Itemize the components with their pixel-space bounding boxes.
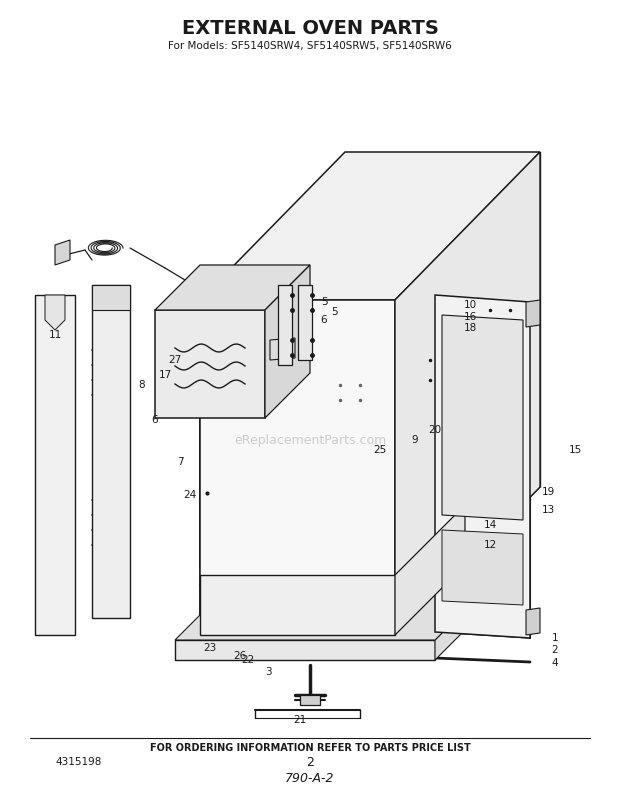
Text: For Models: SF5140SRW4, SF5140SRW5, SF5140SRW6: For Models: SF5140SRW4, SF5140SRW5, SF51… (168, 41, 452, 51)
Text: 790-A-2: 790-A-2 (285, 771, 335, 785)
Text: 1: 1 (552, 633, 559, 643)
Text: 8: 8 (139, 380, 145, 390)
Text: eReplacementParts.com: eReplacementParts.com (234, 433, 386, 447)
Polygon shape (526, 608, 540, 635)
Text: 9: 9 (412, 435, 418, 445)
Polygon shape (278, 285, 292, 365)
Text: 3: 3 (265, 667, 272, 677)
Polygon shape (360, 167, 525, 477)
Text: 6: 6 (152, 415, 158, 425)
Text: EXTERNAL OVEN PARTS: EXTERNAL OVEN PARTS (182, 18, 438, 38)
Text: 18: 18 (463, 323, 477, 333)
Polygon shape (175, 640, 435, 660)
Text: 10: 10 (463, 300, 477, 310)
Polygon shape (92, 285, 130, 310)
Polygon shape (395, 505, 465, 635)
Text: 22: 22 (241, 655, 255, 665)
Text: 6: 6 (321, 315, 327, 325)
Polygon shape (395, 152, 540, 635)
Text: 15: 15 (569, 445, 582, 455)
Text: 7: 7 (177, 457, 184, 467)
Polygon shape (442, 315, 523, 520)
Polygon shape (200, 575, 395, 635)
Text: 16: 16 (463, 312, 477, 322)
Polygon shape (175, 585, 490, 640)
Text: 27: 27 (169, 355, 182, 365)
Text: 21: 21 (293, 715, 307, 725)
Polygon shape (300, 695, 320, 705)
Text: 5: 5 (332, 307, 339, 317)
Text: FOR ORDERING INFORMATION REFER TO PARTS PRICE LIST: FOR ORDERING INFORMATION REFER TO PARTS … (149, 743, 471, 753)
Text: 11: 11 (48, 330, 61, 340)
Polygon shape (200, 300, 395, 635)
Text: 14: 14 (484, 520, 497, 530)
Polygon shape (435, 295, 530, 638)
Text: 17: 17 (158, 370, 172, 380)
Polygon shape (265, 265, 310, 418)
Polygon shape (55, 240, 70, 265)
Polygon shape (45, 295, 65, 330)
Text: 24: 24 (184, 490, 197, 500)
Polygon shape (298, 285, 312, 360)
Polygon shape (155, 310, 265, 418)
Polygon shape (92, 285, 130, 618)
Text: 13: 13 (541, 505, 555, 515)
Text: 2: 2 (306, 756, 314, 768)
Polygon shape (442, 530, 523, 605)
Text: 19: 19 (541, 487, 555, 497)
Text: 12: 12 (484, 540, 497, 550)
Text: 5: 5 (321, 297, 327, 307)
Polygon shape (200, 152, 540, 300)
Text: 2: 2 (552, 645, 559, 655)
Text: 25: 25 (373, 445, 387, 455)
Text: 4315198: 4315198 (55, 757, 102, 767)
Text: 23: 23 (203, 643, 216, 653)
Polygon shape (155, 265, 310, 310)
Polygon shape (435, 585, 490, 660)
Polygon shape (526, 300, 540, 327)
Text: 20: 20 (428, 425, 441, 435)
Polygon shape (270, 338, 295, 360)
Polygon shape (35, 295, 75, 635)
Text: 26: 26 (233, 651, 247, 661)
Text: 4: 4 (552, 658, 559, 668)
